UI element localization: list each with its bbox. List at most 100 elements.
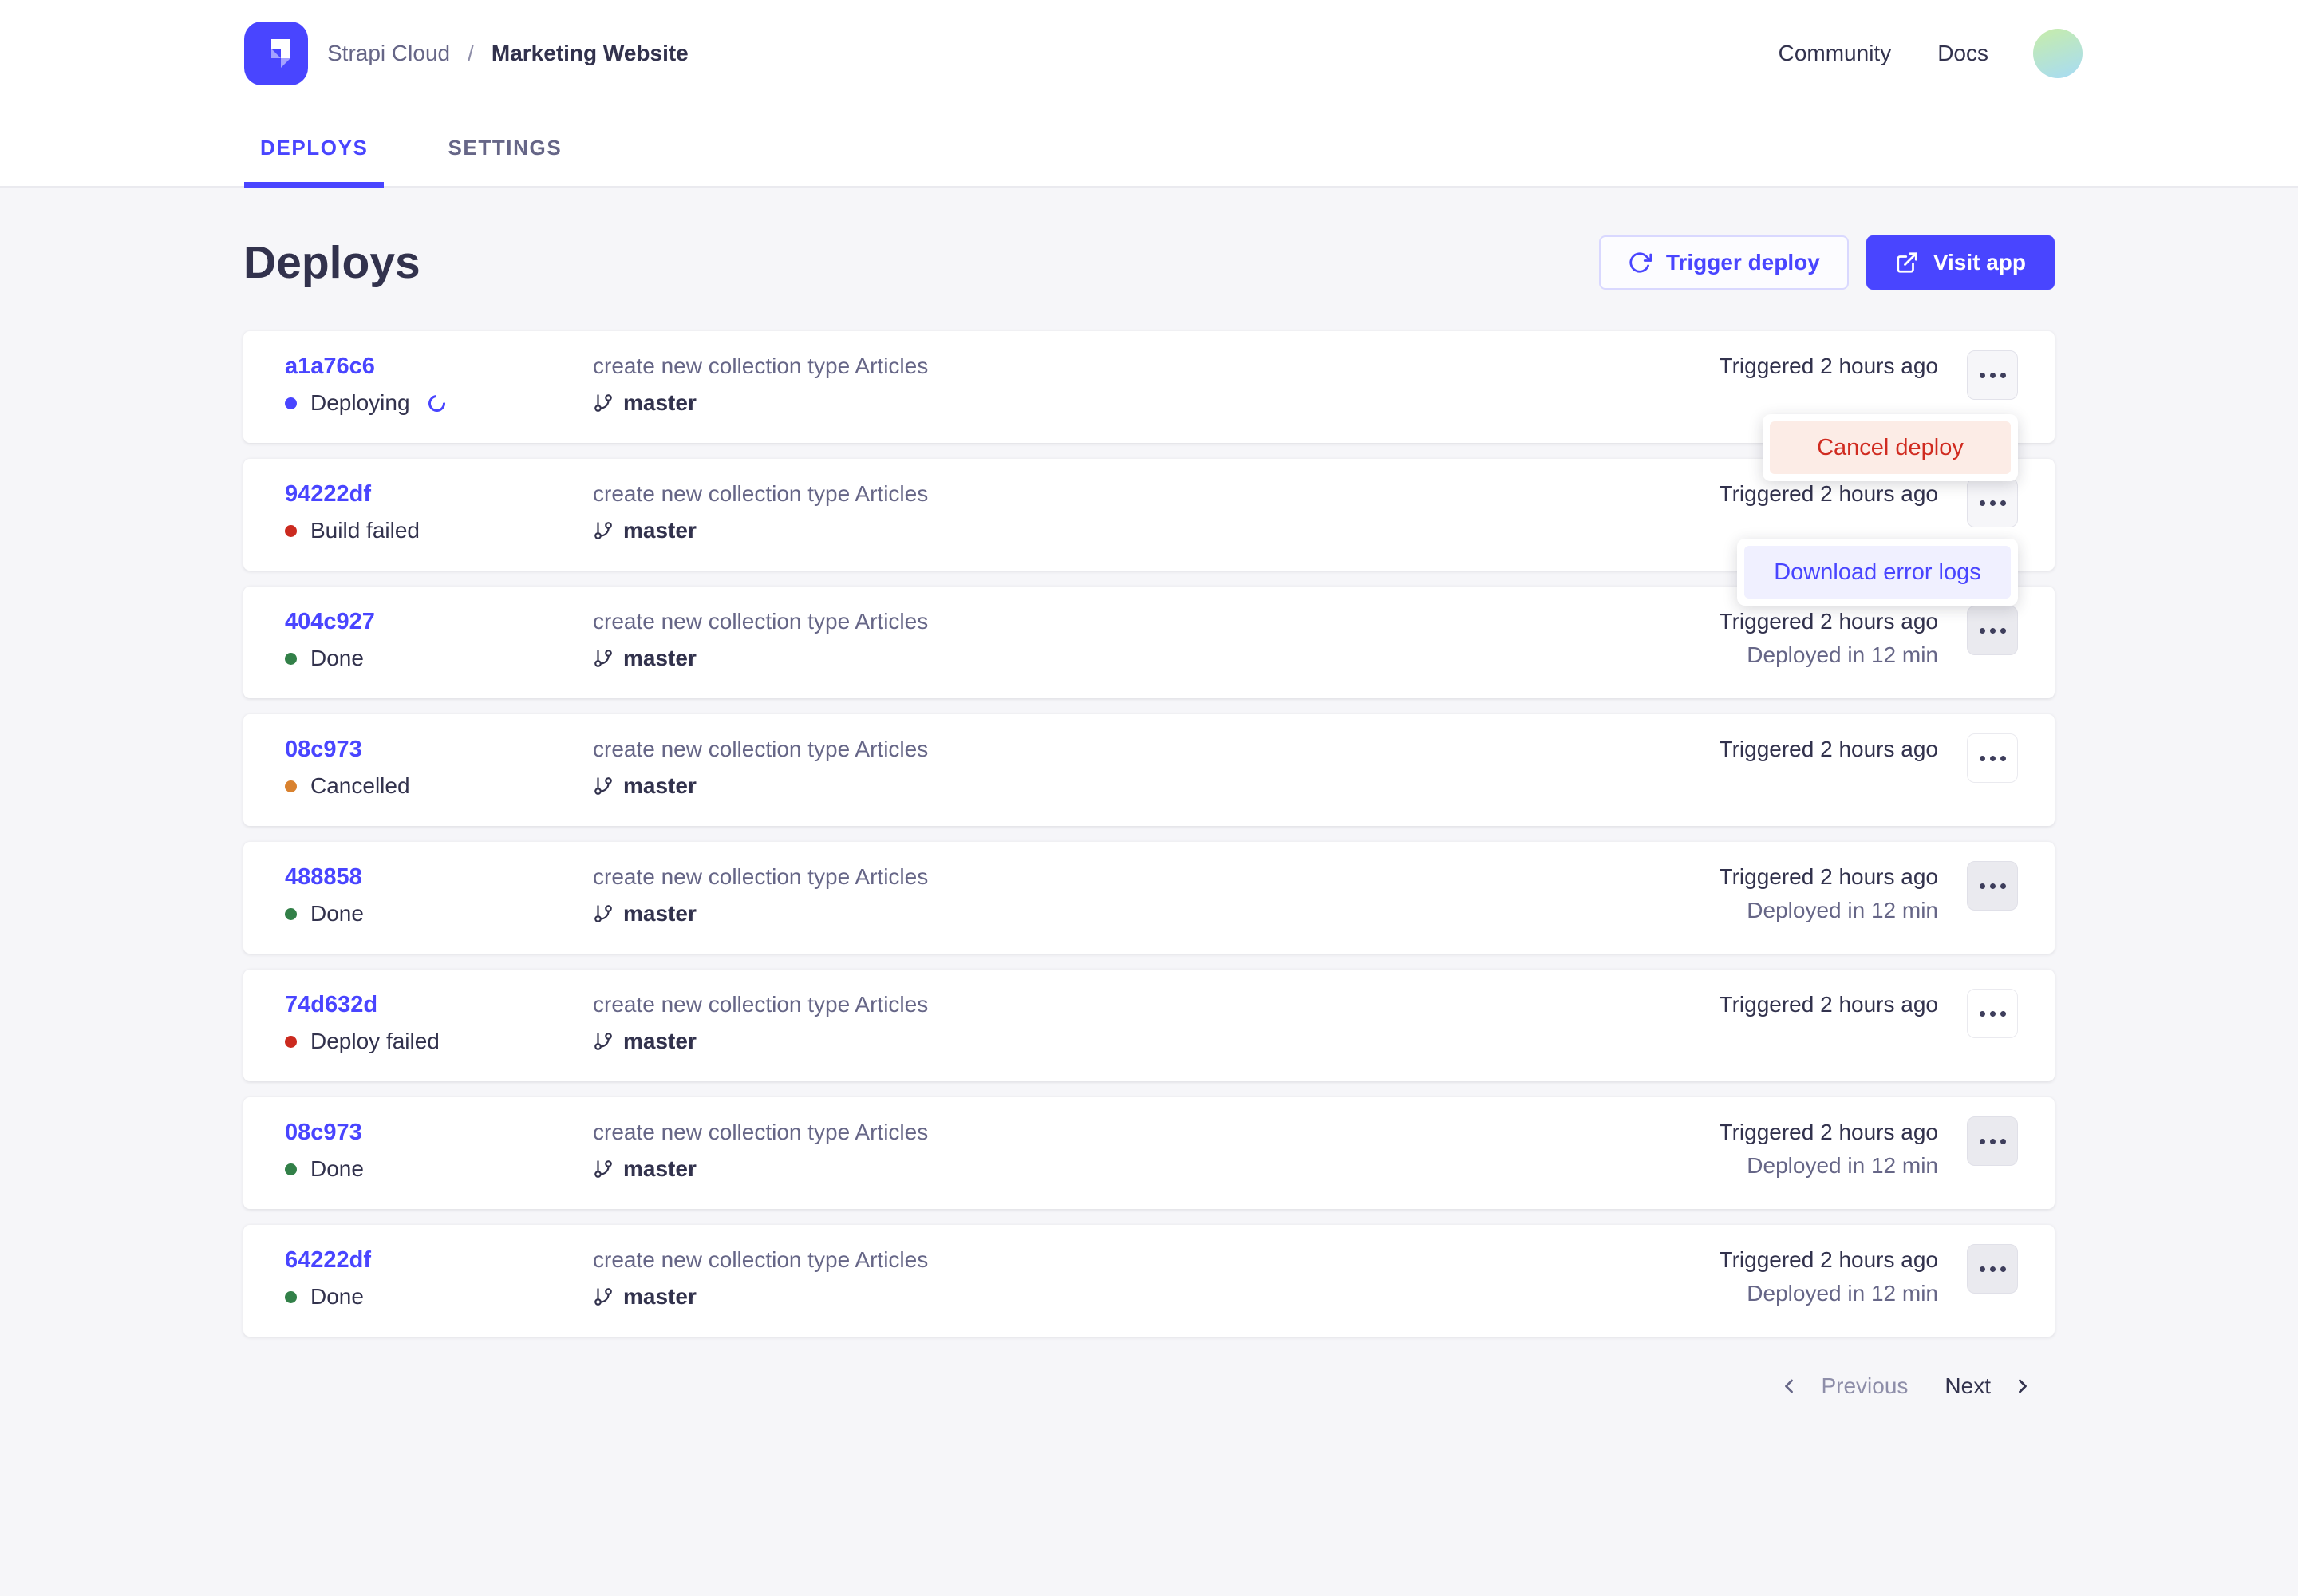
download-error-logs-menu-item[interactable]: Download error logs <box>1744 546 2011 598</box>
deploy-duration: Deployed in 12 min <box>1747 898 1938 922</box>
commit-message: create new collection type Articles <box>593 992 929 1017</box>
deploy-row: 64222df Done create new collection type … <box>243 1225 2055 1337</box>
deploy-row-middle: create new collection type Articles mast… <box>593 606 1720 674</box>
ellipsis-icon <box>2000 755 2006 761</box>
git-branch-icon <box>594 1160 612 1178</box>
deploy-hash-link[interactable]: a1a76c6 <box>285 354 375 379</box>
ellipsis-icon <box>1989 1266 1996 1272</box>
deploy-times: Triggered 2 hours ago <box>1720 350 1938 384</box>
branch-info: master <box>593 387 1720 419</box>
row-actions-menu-button[interactable] <box>1967 478 2018 527</box>
breadcrumb-app-link[interactable]: Strapi Cloud <box>327 41 451 65</box>
row-actions-menu-button[interactable] <box>1967 1244 2018 1294</box>
deploy-row-middle: create new collection type Articles mast… <box>593 350 1720 419</box>
ellipsis-icon <box>1989 500 1996 506</box>
ellipsis-icon <box>2000 883 2006 889</box>
triggered-time: Triggered 2 hours ago <box>1719 1120 1938 1144</box>
row-actions-menu-button[interactable] <box>1967 989 2018 1038</box>
git-branch-icon <box>594 522 612 539</box>
git-branch-icon <box>594 777 612 795</box>
row-actions-menu-button[interactable] <box>1967 350 2018 400</box>
deploy-hash-link[interactable]: 94222df <box>285 481 372 507</box>
status-label: Deploy failed <box>310 1029 440 1053</box>
deploy-hash-link[interactable]: 08c973 <box>285 1120 362 1145</box>
triggered-time: Triggered 2 hours ago <box>1719 864 1938 889</box>
status-label: Deploying <box>310 390 410 415</box>
deploy-hash-link[interactable]: 74d632d <box>285 992 378 1017</box>
deploy-status: Done <box>285 642 593 674</box>
ellipsis-icon <box>1989 1010 1996 1017</box>
strapi-logo-glyph <box>244 22 308 85</box>
deploy-row-middle: create new collection type Articles mast… <box>593 1244 1720 1313</box>
tab-deploys[interactable]: DEPLOYS <box>244 107 385 188</box>
deploy-hash-link[interactable]: 08c973 <box>285 737 362 762</box>
deploy-status: Done <box>285 1281 593 1313</box>
branch-info: master <box>593 898 1720 930</box>
nav-community-link[interactable]: Community <box>1778 41 1892 65</box>
deploy-list: a1a76c6 Deploying create new collection … <box>243 331 2055 1337</box>
visit-app-label: Visit app <box>1933 250 2026 275</box>
main-content: Deploys Trigger deploy Visit app <box>243 235 2055 1399</box>
git-branch-icon <box>594 1288 612 1306</box>
trigger-deploy-label: Trigger deploy <box>1665 250 1820 275</box>
status-label: Done <box>310 646 364 670</box>
strapi-logo-icon[interactable] <box>244 22 308 85</box>
deploy-hash-link[interactable]: 404c927 <box>285 609 375 634</box>
git-branch-icon <box>594 650 612 667</box>
branch-name: master <box>623 773 697 798</box>
status-dot-icon <box>285 1035 297 1048</box>
branch-name: master <box>623 1284 697 1309</box>
status-dot-icon <box>285 1290 297 1303</box>
trigger-deploy-button[interactable]: Trigger deploy <box>1598 235 1849 290</box>
deploy-hash-link[interactable]: 488858 <box>285 864 362 890</box>
ellipsis-icon <box>1989 627 1996 634</box>
deploy-hash-link[interactable]: 64222df <box>285 1247 372 1273</box>
deploy-row-left: a1a76c6 Deploying <box>285 350 593 419</box>
tab-settings[interactable]: SETTINGS <box>432 107 578 186</box>
commit-message: create new collection type Articles <box>593 1120 929 1144</box>
triggered-time: Triggered 2 hours ago <box>1719 354 1938 378</box>
deploy-status: Deploy failed <box>285 1025 593 1057</box>
pagination: Previous Next <box>243 1373 2055 1399</box>
deploy-status: Deploying <box>285 387 593 419</box>
deploy-status: Done <box>285 1153 593 1185</box>
deploy-times: Triggered 2 hours ago <box>1720 478 1938 512</box>
visit-app-button[interactable]: Visit app <box>1866 235 2055 290</box>
page-actions: Trigger deploy Visit app <box>1598 235 2055 290</box>
ellipsis-icon <box>1979 755 1985 761</box>
branch-name: master <box>623 1029 697 1053</box>
deploy-row-middle: create new collection type Articles mast… <box>593 733 1720 802</box>
branch-name: master <box>623 646 697 670</box>
page-title: Deploys <box>243 237 421 288</box>
branch-name: master <box>623 901 697 926</box>
row-actions-dropdown: Cancel deploy <box>1763 414 2018 481</box>
row-actions-menu-button[interactable] <box>1967 733 2018 783</box>
branch-name: master <box>623 390 697 415</box>
ellipsis-icon <box>1979 500 1985 506</box>
triggered-time: Triggered 2 hours ago <box>1719 609 1938 634</box>
deploy-status: Build failed <box>285 515 593 547</box>
deploy-duration: Deployed in 12 min <box>1747 642 1938 667</box>
ellipsis-icon <box>2000 1138 2006 1144</box>
branch-name: master <box>623 518 697 543</box>
status-label: Done <box>310 1156 364 1181</box>
ellipsis-icon <box>2000 1010 2006 1017</box>
row-actions-menu-button[interactable] <box>1967 861 2018 911</box>
pagination-next-label: Next <box>1945 1373 1991 1398</box>
ellipsis-icon <box>2000 372 2006 378</box>
git-branch-icon <box>594 394 612 412</box>
commit-message: create new collection type Articles <box>593 864 929 889</box>
cancel-deploy-menu-item[interactable]: Cancel deploy <box>1770 421 2011 474</box>
status-label: Build failed <box>310 518 420 543</box>
nav-docs-link[interactable]: Docs <box>1937 41 1988 65</box>
ellipsis-icon <box>1979 883 1985 889</box>
pagination-next-button[interactable]: Next <box>1945 1373 2034 1399</box>
deploy-row-right: Triggered 2 hours ago <box>1720 733 2018 783</box>
pagination-previous-button[interactable]: Previous <box>1778 1373 1908 1399</box>
row-actions-menu-button[interactable] <box>1967 606 2018 655</box>
row-actions-menu-button[interactable] <box>1967 1116 2018 1166</box>
triggered-time: Triggered 2 hours ago <box>1719 737 1938 761</box>
deploy-times: Triggered 2 hours ago Deployed in 12 min <box>1720 861 1938 926</box>
user-avatar[interactable] <box>2033 29 2083 78</box>
branch-info: master <box>593 642 1720 674</box>
